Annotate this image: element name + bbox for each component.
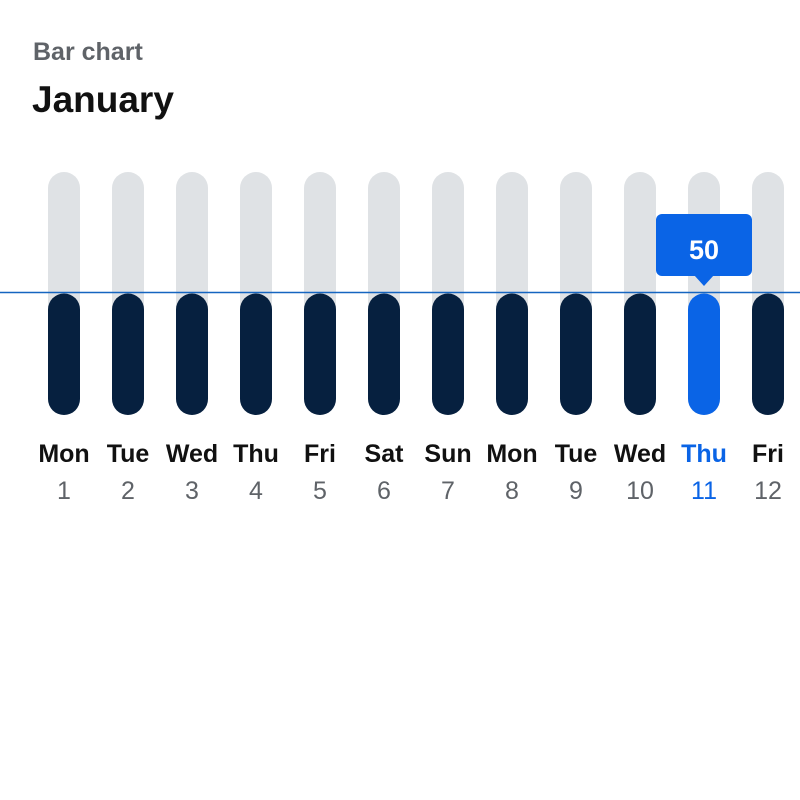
x-tick-date-label: 5 bbox=[313, 477, 327, 505]
tooltip-value: 50 bbox=[689, 235, 719, 265]
bar[interactable] bbox=[176, 294, 208, 416]
x-tick-date-label: 12 bbox=[754, 477, 782, 505]
bar-tracks bbox=[48, 172, 784, 415]
x-tick-day-label: Mon bbox=[38, 440, 89, 468]
x-tick-day-label: Tue bbox=[555, 440, 598, 468]
x-tick-day-label: Thu bbox=[681, 440, 727, 468]
tooltip: 50 bbox=[656, 214, 752, 286]
bar-selected[interactable] bbox=[688, 294, 720, 416]
x-tick-date-label: 6 bbox=[377, 477, 391, 505]
x-tick-day-label: Mon bbox=[486, 440, 537, 468]
x-tick-date-label: 7 bbox=[441, 477, 455, 505]
x-tick-date-label: 1 bbox=[57, 477, 71, 505]
x-tick-day-label: Wed bbox=[166, 440, 218, 468]
x-tick-day-label: Sun bbox=[424, 440, 471, 468]
x-tick-date-label: 10 bbox=[626, 477, 654, 505]
x-tick-date-label: 9 bbox=[569, 477, 583, 505]
x-tick-day-label: Sat bbox=[365, 440, 405, 468]
bar[interactable] bbox=[368, 294, 400, 416]
x-tick-day-label: Fri bbox=[752, 440, 784, 468]
x-tick-date-label: 3 bbox=[185, 477, 199, 505]
bar[interactable] bbox=[496, 294, 528, 416]
x-tick-day-label: Tue bbox=[107, 440, 150, 468]
x-axis-labels: Mon 1 Tue 2 Wed 3 Thu 4 Fri 5 Sat 6 Sun 7 Mon 8 Tue 9 Wed 1… bbox=[38, 440, 784, 505]
x-tick-day-label: Wed bbox=[614, 440, 666, 468]
bar[interactable] bbox=[560, 294, 592, 416]
bar[interactable] bbox=[48, 294, 80, 416]
x-tick-day-label: Thu bbox=[233, 440, 279, 468]
bar[interactable] bbox=[112, 294, 144, 416]
x-tick-date-label: 8 bbox=[505, 477, 519, 505]
bar[interactable] bbox=[752, 294, 784, 416]
bar[interactable] bbox=[304, 294, 336, 416]
x-tick-date-label: 2 bbox=[121, 477, 135, 505]
x-tick-day-label: Fri bbox=[304, 440, 336, 468]
bar[interactable] bbox=[624, 294, 656, 416]
bar[interactable] bbox=[432, 294, 464, 416]
bar[interactable] bbox=[240, 294, 272, 416]
x-tick-date-label: 11 bbox=[691, 477, 717, 505]
bars bbox=[48, 294, 784, 416]
x-tick-date-label: 4 bbox=[249, 477, 263, 505]
